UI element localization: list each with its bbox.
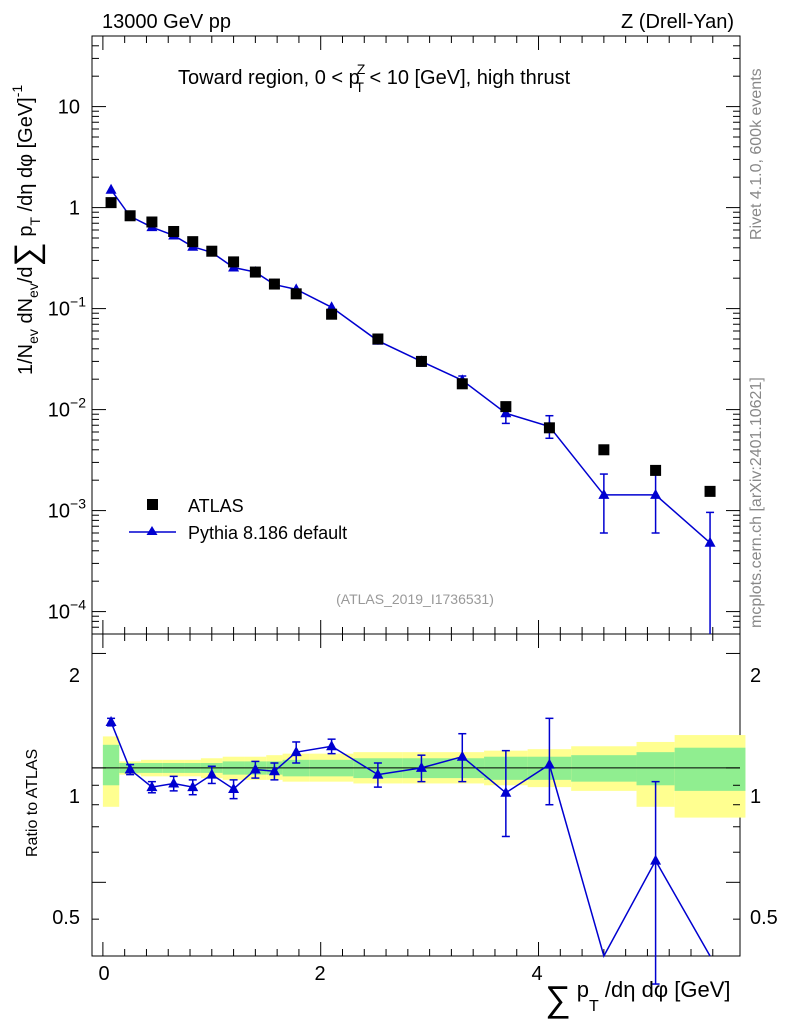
ratio-ytick-left-1: 1	[69, 786, 80, 808]
energy-label: 13000 GeV pp	[102, 11, 231, 33]
ratio-band-stat-18	[674, 747, 746, 791]
main-ytick-label-0: 10	[58, 97, 80, 119]
ratio-ytick-left-05: 0.5	[52, 907, 80, 929]
main-y-axis-label: 1/Nev dNev/d∑ pT /dη dφ [GeV]-1	[8, 85, 46, 375]
xtick-4: 4	[531, 963, 542, 985]
data-point-9	[290, 288, 302, 300]
data-point-4	[187, 236, 199, 248]
mc-point-17	[650, 488, 662, 499]
ratio-point-2	[146, 781, 158, 792]
ratio-ytick-right-1: 1	[750, 786, 761, 808]
data-point-7	[249, 266, 261, 278]
main-mc-series	[105, 183, 716, 634]
main-y-tick-labels: 10 1 10−1 10−2 10−3 10−4	[48, 97, 86, 624]
ratio-band-stat-17	[636, 752, 675, 786]
ratio-ytick-right-05: 0.5	[750, 907, 778, 929]
ratio-point-0	[105, 716, 117, 727]
ratio-point-5	[206, 768, 218, 779]
data-point-5	[206, 245, 218, 257]
main-ytick-label-1: 1	[69, 198, 80, 220]
data-point-17	[650, 464, 662, 476]
axis-ticks	[92, 35, 740, 956]
ratio-ytick-left-2: 2	[69, 665, 80, 687]
data-point-8	[268, 278, 280, 290]
ratio-point-8	[268, 765, 280, 776]
main-ytick-label-3: 10−2	[48, 395, 86, 422]
ratio-point-17	[650, 854, 662, 865]
mc-point-16	[598, 488, 610, 499]
data-point-0	[105, 197, 117, 209]
xtick-2: 2	[314, 963, 325, 985]
legend-mc-label: Pythia 8.186 default	[188, 523, 347, 543]
legend-data-marker	[147, 499, 158, 510]
mc-point-0	[105, 183, 117, 194]
data-point-14	[500, 401, 512, 413]
ratio-point-12	[415, 761, 427, 772]
ratio-point-1	[124, 763, 136, 774]
rivet-side-label: Rivet 4.1.0, 600k events	[748, 68, 765, 240]
mcplots-side-label: mcplots.cern.ch [arXiv:2401.10621]	[748, 377, 765, 628]
xtick-0: 0	[98, 963, 109, 985]
process-label: Z (Drell-Yan)	[621, 11, 734, 33]
main-ytick-label-5: 10−4	[48, 597, 86, 624]
ratio-y-axis-label: Ratio to ATLAS	[24, 749, 41, 857]
data-point-18	[704, 485, 716, 497]
ratio-point-3	[168, 777, 180, 788]
ratio-ytick-right-2: 2	[750, 665, 761, 687]
ratio-point-13	[456, 750, 468, 761]
ratio-uncertainty-bands	[102, 735, 746, 818]
main-plot-frame	[91, 35, 741, 635]
ratio-point-7	[249, 763, 261, 774]
data-point-1	[124, 210, 136, 222]
main-ytick-label-2: 10−1	[48, 294, 86, 321]
main-data-series	[105, 197, 716, 497]
mc-point-18	[704, 536, 716, 547]
ratio-mc-series	[105, 716, 711, 985]
ratio-point-10	[326, 740, 338, 751]
ratio-point-15	[543, 758, 555, 769]
legend-mc-marker	[146, 526, 158, 535]
data-point-15	[543, 422, 555, 434]
ratio-point-14	[500, 786, 512, 797]
mc-point-14	[500, 407, 512, 418]
legend-data-label: ATLAS	[188, 496, 244, 516]
ratio-band-stat-0	[102, 744, 120, 786]
x-axis-label: ∑ pT /dη dφ [GeV]	[545, 977, 730, 1019]
data-point-3	[168, 225, 180, 237]
main-ytick-label-4: 10−3	[48, 496, 86, 523]
analysis-label: (ATLAS_2019_I1736531)	[336, 591, 494, 607]
ratio-point-11	[372, 768, 384, 779]
data-point-16	[598, 444, 610, 456]
data-point-2	[146, 216, 158, 228]
ratio-band-stat-16	[571, 755, 637, 782]
data-point-11	[372, 333, 384, 345]
mc-line	[110, 189, 711, 544]
ratio-point-6	[228, 782, 240, 793]
ratio-point-4	[187, 781, 199, 792]
data-point-13	[456, 378, 468, 390]
region-title: Toward region, 0 < pZ T < 10 [GeV], high …	[178, 61, 571, 95]
data-point-6	[228, 256, 240, 268]
data-point-12	[415, 355, 427, 367]
ratio-point-9	[290, 746, 302, 757]
data-point-10	[326, 308, 338, 320]
